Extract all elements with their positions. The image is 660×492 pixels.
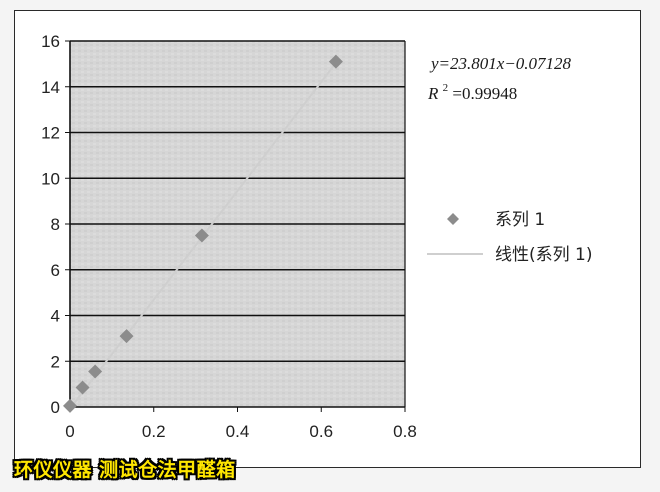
data-point-diamond (328, 54, 343, 69)
data-point-diamond (88, 364, 103, 379)
axes (69, 41, 406, 408)
data-points (63, 54, 343, 413)
data-point-diamond (119, 329, 134, 344)
legend-marker-diamond-icon (447, 213, 459, 225)
y-tick-label: 16 (41, 32, 60, 51)
x-tick-label: 0 (65, 422, 74, 441)
r-squared-label: R 2 =0.99948 (427, 76, 517, 103)
caption-overlay: 环仪仪器 测试仓法甲醛箱 (14, 459, 236, 481)
y-tick-label: 2 (51, 352, 60, 371)
x-tick-label: 0.4 (226, 422, 250, 441)
y-tick-label: 8 (51, 215, 60, 234)
legend: 系列 1 线性(系列 1) (427, 210, 592, 265)
tick-labels: 0 2 4 6 8 10 12 14 16 0 0.2 0.4 0.6 0.8 (41, 32, 417, 441)
y-tick-label: 14 (41, 78, 60, 97)
chart-frame: 0 2 4 6 8 10 12 14 16 0 0.2 0.4 0.6 0.8 y=23.801x−0.0… (14, 10, 641, 468)
data-point-diamond (194, 228, 209, 243)
r-squared-letter: R (427, 84, 439, 103)
chart: 0 2 4 6 8 10 12 14 16 0 0.2 0.4 0.6 0.8 y=23.801x−0.0… (41, 32, 592, 441)
y-tick-label: 10 (41, 169, 60, 188)
x-tick-label: 0.2 (142, 422, 166, 441)
legend-label-series: 系列 1 (495, 210, 545, 230)
y-tick-label: 4 (51, 307, 60, 326)
y-tick-label: 6 (51, 261, 60, 280)
r-squared-sup: 2 (443, 82, 449, 94)
data-point-diamond (63, 398, 77, 413)
x-tick-label: 0.6 (309, 422, 333, 441)
gridlines (65, 40, 406, 412)
trendline-equation: y=23.801x−0.07128 (429, 54, 572, 73)
x-tick-label: 0.8 (393, 422, 417, 441)
legend-label-trendline: 线性(系列 1) (495, 245, 592, 265)
y-tick-label: 12 (41, 124, 60, 143)
data-point-diamond (75, 380, 90, 395)
r-squared-value: =0.99948 (452, 84, 517, 103)
y-tick-label: 0 (51, 398, 60, 417)
